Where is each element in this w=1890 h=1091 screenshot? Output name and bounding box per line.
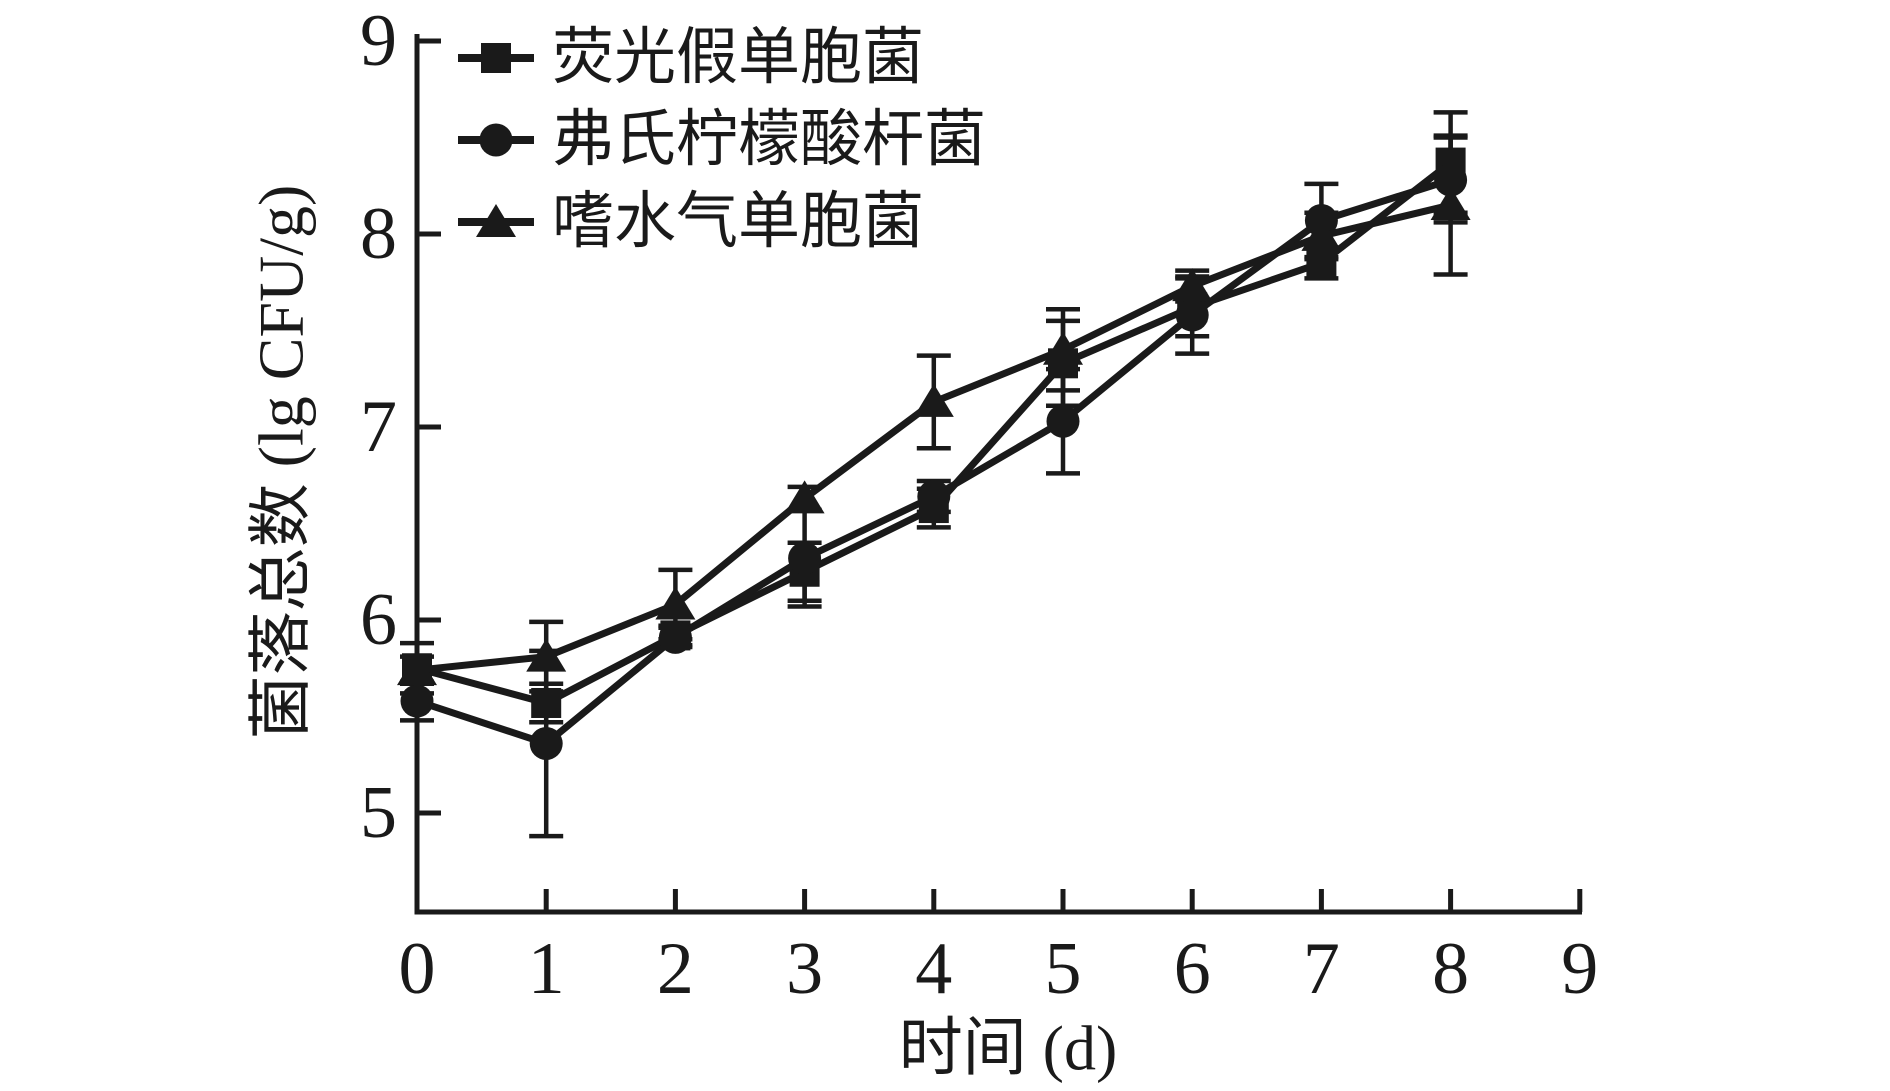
x-tick-label: 1 xyxy=(528,928,565,1010)
data-point-triangle xyxy=(1430,187,1471,221)
x-axis-title: 时间 (d) xyxy=(899,1013,1118,1084)
x-tick-label: 6 xyxy=(1174,928,1211,1010)
data-point-triangle xyxy=(784,480,825,514)
data-point-circle xyxy=(788,541,822,575)
series-line-circle xyxy=(415,176,1452,748)
data-point-circle xyxy=(400,684,434,718)
legend-label: 弗氏柠檬酸杆菌 xyxy=(552,106,986,174)
legend-marker-square xyxy=(481,43,511,73)
data-point-circle xyxy=(1434,163,1468,197)
data-point-triangle xyxy=(1172,268,1213,302)
x-tick-label: 5 xyxy=(1045,928,1082,1010)
legend-marker-triangle xyxy=(476,204,516,237)
y-tick-label: 6 xyxy=(360,579,397,661)
y-tick-label: 7 xyxy=(360,386,397,468)
y-axis-title: 菌落总数 (lg CFU/g) xyxy=(246,185,317,740)
data-point-circle xyxy=(529,727,563,761)
x-tick-label: 3 xyxy=(786,928,823,1010)
x-tick-label: 8 xyxy=(1432,928,1469,1010)
data-point-triangle xyxy=(1301,217,1342,251)
legend-label: 嗜水气单胞菌 xyxy=(552,188,924,256)
data-point-triangle xyxy=(913,383,954,417)
y-tick-label: 8 xyxy=(360,193,397,275)
x-tick-label: 7 xyxy=(1303,928,1340,1010)
data-point-square xyxy=(1306,247,1337,278)
data-point-square xyxy=(531,687,562,718)
data-point-triangle xyxy=(526,638,567,672)
legend-label: 荧光假单胞菌 xyxy=(552,24,924,92)
data-point-circle xyxy=(1175,298,1209,332)
x-tick-label: 9 xyxy=(1561,928,1598,1010)
data-point-triangle xyxy=(1043,331,1083,365)
x-tick-label: 4 xyxy=(915,928,952,1010)
data-point-triangle xyxy=(397,652,437,686)
data-point-triangle xyxy=(655,586,696,620)
data-point-circle xyxy=(917,479,951,513)
axes-group: 5 6 7 8 9 0 1 2 3 4 5 6 7 8 9 xyxy=(360,0,1598,1010)
x-tick-label: 0 xyxy=(399,928,436,1010)
legend-marker-circle xyxy=(479,123,513,157)
data-point-circle xyxy=(1046,404,1080,438)
y-tick-label: 9 xyxy=(360,0,397,82)
x-tick-label: 2 xyxy=(657,928,694,1010)
series-group xyxy=(397,147,1471,761)
data-point-circle xyxy=(658,620,692,654)
y-tick-label: 5 xyxy=(360,772,397,854)
